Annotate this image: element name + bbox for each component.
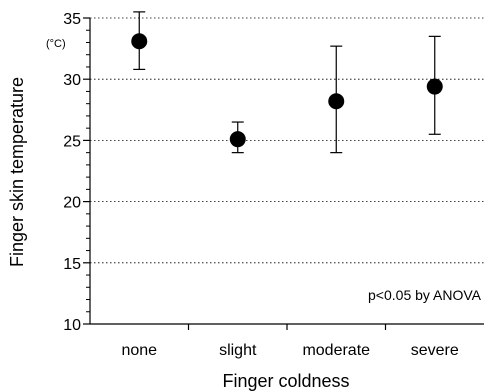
y-axis-title: Finger skin temperature — [7, 77, 27, 267]
y-tick-label: 30 — [63, 72, 81, 89]
x-tick-label: slight — [219, 342, 257, 359]
x-tick-label: none — [121, 342, 157, 359]
y-tick-label: 25 — [63, 133, 81, 150]
data-point — [328, 93, 345, 110]
x-tick-label: severe — [411, 342, 459, 359]
data-point — [229, 131, 246, 148]
x-ticks: none slight moderate severe — [121, 324, 459, 359]
y-tick-label: 10 — [63, 317, 81, 334]
error-bars — [133, 11, 441, 154]
y-ticks: 10 15 20 25 30 35 — [63, 11, 90, 334]
axes — [89, 18, 484, 325]
x-axis-title: Finger coldness — [222, 371, 349, 391]
y-tick-label: 15 — [63, 256, 81, 273]
data-point — [426, 78, 443, 95]
y-unit-label: (°C) — [46, 38, 66, 50]
data-point — [131, 33, 148, 50]
gridlines — [90, 17, 484, 264]
y-tick-label: 20 — [63, 195, 81, 212]
y-tick-label: 35 — [63, 11, 81, 28]
anova-annotation: p<0.05 by ANOVA — [368, 287, 482, 303]
data-points — [131, 33, 443, 148]
x-tick-label: moderate — [302, 342, 370, 359]
